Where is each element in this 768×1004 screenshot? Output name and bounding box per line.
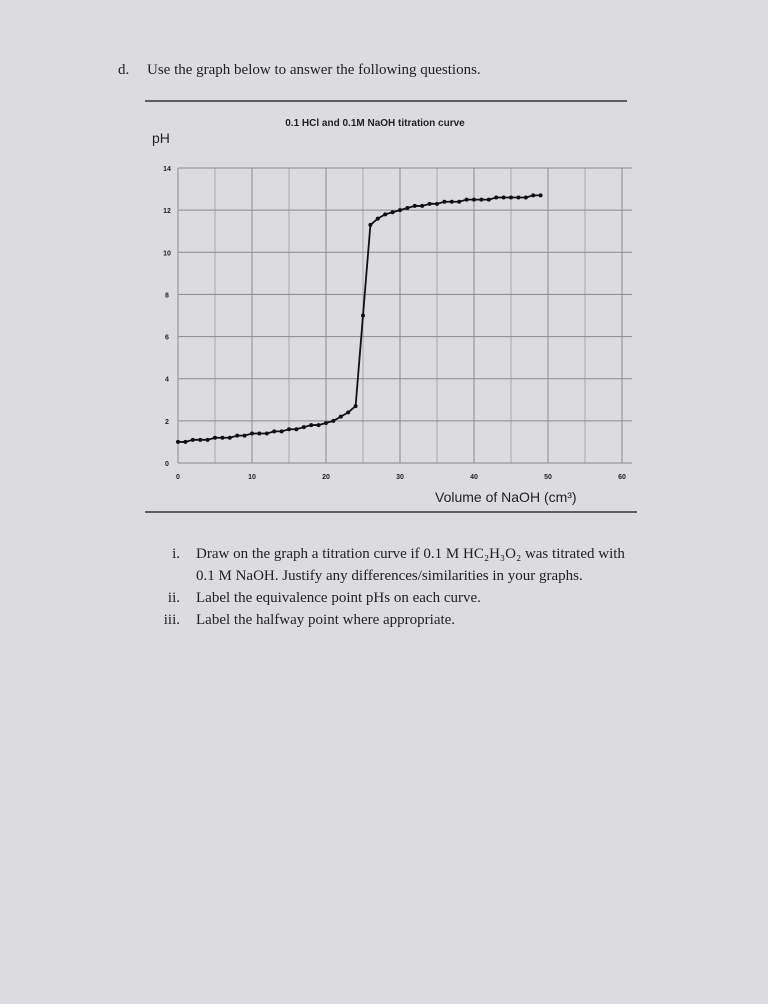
x-tick-label: 10: [248, 474, 256, 481]
data-point: [190, 437, 195, 442]
data-point: [479, 197, 484, 202]
data-point: [346, 410, 351, 415]
data-point: [264, 431, 269, 436]
data-point: [494, 195, 499, 200]
y-tick-label: 8: [165, 292, 169, 299]
x-tick-label: 0: [176, 474, 180, 481]
question-text: Label the equivalence point pHs on each …: [196, 590, 481, 606]
data-point: [405, 206, 410, 211]
data-point: [435, 201, 439, 206]
y-tick-label: 10: [163, 250, 171, 257]
x-tick-label: 30: [396, 474, 404, 481]
data-point: [242, 433, 247, 438]
data-point: [509, 195, 513, 200]
data-point: [449, 199, 454, 204]
data-point: [176, 439, 180, 444]
data-point: [220, 435, 225, 440]
data-point: [523, 195, 528, 200]
data-point: [272, 429, 277, 434]
y-axis-label: pH: [152, 130, 170, 146]
data-point: [368, 222, 373, 227]
x-tick-label: 60: [618, 474, 626, 481]
data-point: [227, 435, 232, 440]
question-text: Draw on the graph a titration curve if 0…: [196, 546, 625, 562]
data-point: [398, 208, 402, 213]
data-point: [183, 439, 188, 444]
data-point: [472, 197, 476, 202]
data-point: [361, 313, 365, 318]
data-point: [538, 193, 543, 198]
data-point: [324, 420, 328, 425]
data-point: [250, 431, 254, 436]
data-point: [353, 404, 358, 409]
y-tick-label: 14: [163, 166, 171, 173]
x-tick-label: 40: [470, 474, 478, 481]
y-tick-label: 4: [165, 377, 169, 384]
item-label: d.: [118, 62, 129, 78]
data-point: [427, 201, 432, 206]
y-tick-label: 6: [165, 335, 169, 342]
question-label: ii.: [168, 590, 180, 606]
data-point: [331, 418, 336, 423]
x-tick-label: 20: [322, 474, 330, 481]
data-point: [279, 429, 284, 434]
y-tick-label: 12: [163, 208, 171, 215]
plot: 0 2 4 6 8 10 12 14 0 10 20 30 40 50 60: [163, 166, 632, 481]
data-point: [390, 210, 395, 215]
data-point: [257, 431, 262, 436]
data-point: [301, 425, 306, 430]
data-point: [516, 195, 521, 200]
y-tick-label: 2: [165, 419, 169, 426]
data-point: [213, 435, 217, 440]
x-axis-label: Volume of NaOH (cm³): [435, 489, 577, 505]
data-point: [375, 216, 380, 221]
data-point: [420, 203, 425, 208]
instruction: Use the graph below to answer the follow…: [147, 62, 481, 78]
data-point: [531, 193, 536, 198]
data-point: [412, 203, 417, 208]
data-point: [309, 423, 314, 428]
data-point: [464, 197, 469, 202]
chart-title: 0.1 HCl and 0.1M NaOH titration curve: [285, 118, 465, 129]
question-text: 0.1 M NaOH. Justify any differences/simi…: [196, 568, 583, 584]
x-tick-label: 50: [544, 474, 552, 481]
data-point: [486, 197, 491, 202]
data-point: [316, 423, 321, 428]
data-point: [501, 195, 506, 200]
data-point: [442, 199, 447, 204]
data-point: [198, 437, 203, 442]
data-point: [294, 427, 299, 432]
y-tick-label: 0: [165, 461, 169, 468]
data-point: [205, 437, 210, 442]
data-point: [338, 414, 343, 419]
questions: i. Draw on the graph a titration curve if…: [164, 546, 626, 628]
question-label: iii.: [164, 612, 180, 628]
question-label: i.: [172, 546, 180, 562]
data-point: [235, 433, 240, 438]
question-text: Label the halfway point where appropriat…: [196, 612, 455, 628]
data-point: [457, 199, 462, 204]
data-point: [383, 212, 388, 217]
data-point: [287, 427, 291, 432]
